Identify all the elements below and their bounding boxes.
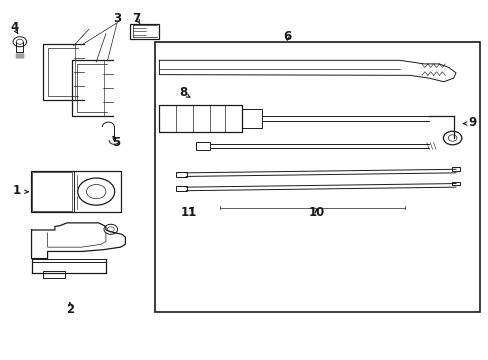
Text: 10: 10 <box>308 206 324 219</box>
Bar <box>176 186 187 191</box>
Text: 5: 5 <box>112 136 121 149</box>
Bar <box>176 172 187 177</box>
Bar <box>154 42 479 312</box>
Text: 8: 8 <box>179 86 187 99</box>
Text: 9: 9 <box>467 116 475 129</box>
Bar <box>159 105 242 132</box>
Bar <box>196 142 210 150</box>
Text: 4: 4 <box>10 21 19 33</box>
Bar <box>451 182 459 185</box>
Bar <box>242 109 261 128</box>
Bar <box>42 271 64 278</box>
Bar <box>130 23 159 39</box>
Bar <box>30 171 120 212</box>
Bar <box>32 172 72 211</box>
Text: 11: 11 <box>180 206 196 219</box>
Text: 7: 7 <box>132 12 141 25</box>
Text: 3: 3 <box>113 12 121 25</box>
Text: 6: 6 <box>283 30 291 43</box>
Bar <box>451 167 459 171</box>
Text: 2: 2 <box>66 303 74 316</box>
Text: 1: 1 <box>13 184 21 197</box>
